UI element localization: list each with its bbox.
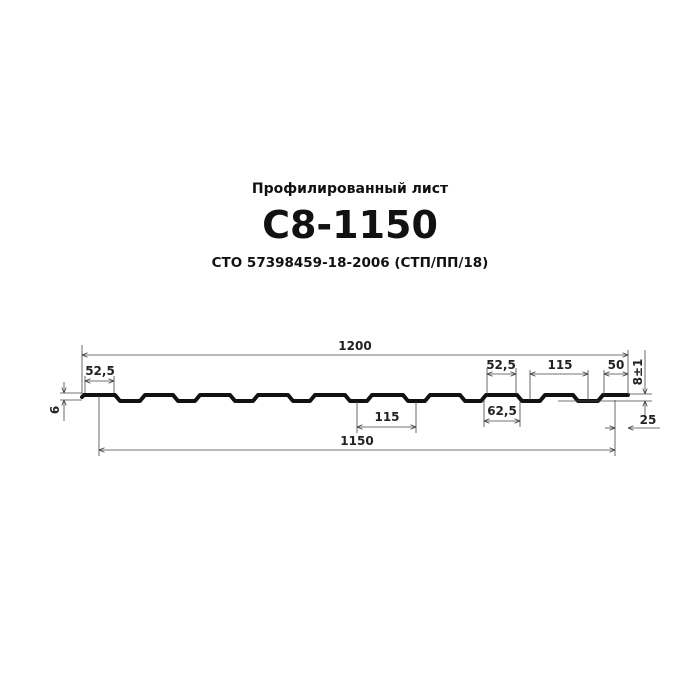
sheet-profile — [80, 393, 630, 403]
dim-6: 6 — [48, 382, 82, 421]
dim-pitch-right: 115 — [529, 358, 589, 400]
dim-50: 50 — [603, 358, 628, 395]
dim-pitch-bottom: 115 — [356, 402, 417, 433]
dim-25: 25 — [605, 413, 660, 428]
dim-left-top: 52,5 — [84, 364, 115, 393]
dim-1150: 1150 — [98, 396, 616, 456]
dim-pitch-bottom-label: 115 — [374, 410, 399, 424]
title: С8-1150 — [262, 203, 438, 247]
dim-right-bottom: 62,5 — [483, 400, 521, 427]
dim-height: 8±1 — [558, 350, 652, 420]
dim-6-label: 6 — [48, 406, 62, 414]
dim-right-top: 52,5 — [486, 358, 517, 394]
dim-1200: 1200 — [81, 339, 629, 394]
standard: СТО 57398459-18-2006 (СТП/ПП/18) — [212, 255, 489, 271]
dim-right-top-label: 52,5 — [486, 358, 516, 372]
dim-height-label: 8±1 — [631, 359, 645, 386]
dim-pitch-right-label: 115 — [547, 358, 572, 372]
dim-left-top-label: 52,5 — [85, 364, 115, 378]
subtitle: Профилированный лист — [252, 181, 449, 197]
dim-right-bottom-label: 62,5 — [487, 404, 517, 418]
dim-1200-label: 1200 — [338, 339, 371, 353]
dim-1150-label: 1150 — [340, 434, 373, 448]
dim-25-label: 25 — [640, 413, 657, 427]
dim-50-label: 50 — [608, 358, 625, 372]
